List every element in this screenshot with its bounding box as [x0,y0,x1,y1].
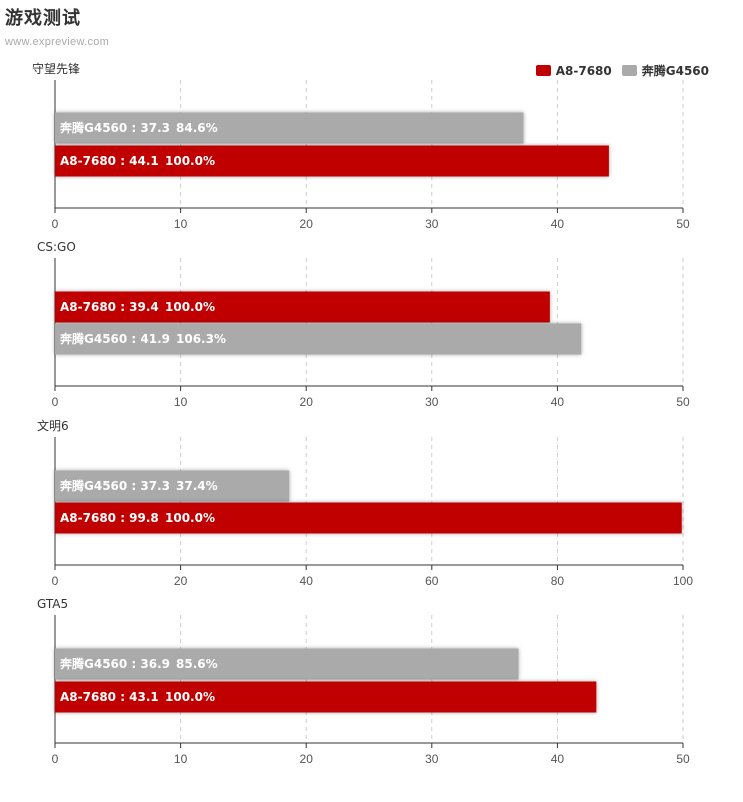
x-tick-label: 30 [425,217,439,231]
legend-label-g4560: 奔腾G4560 [641,64,709,78]
x-tick-label: 20 [300,217,314,231]
chart-title: 守望先锋 [32,62,80,76]
bar-percent-label: 100.0% [165,511,215,525]
bar-label: A8-7680 : 99.8 [60,511,159,525]
chart-title: CS:GO [37,240,76,254]
bar [55,112,524,144]
bar [55,323,582,355]
bar [55,470,290,502]
bar [55,502,682,534]
x-tick-label: 40 [551,395,565,409]
bar-label: 奔腾G4560 : 41.9 [59,331,170,346]
page-title: 游戏测试 [5,8,81,29]
x-tick-label: 40 [551,752,565,766]
bar-label: A8-7680 : 39.4 [60,300,159,314]
x-tick-label: 50 [676,217,690,231]
bar-label: 奔腾G4560 : 37.3 [59,478,170,493]
bar-label: A8-7680 : 44.1 [60,154,159,168]
bar [55,681,597,713]
legend-label-a8: A8-7680 [555,63,612,78]
x-tick-label: 30 [425,752,439,766]
x-tick-label: 0 [52,217,59,231]
x-tick-label: 20 [300,752,314,766]
page-subtitle: www.expreview.com [5,36,110,48]
x-tick-label: 0 [52,752,59,766]
x-tick-label: 40 [551,217,565,231]
x-tick-label: 10 [174,395,188,409]
bar-percent-label: 84.6% [176,121,218,135]
bar [55,145,609,177]
bar-label: A8-7680 : 43.1 [60,690,159,704]
x-tick-label: 0 [52,574,59,588]
bar-label: 奔腾G4560 : 37.3 [59,120,170,135]
x-tick-label: 20 [300,395,314,409]
bar-label: 奔腾G4560 : 36.9 [59,656,170,671]
x-tick-label: 40 [300,574,314,588]
bar-percent-label: 106.3% [176,332,226,346]
legend-swatch-g4560 [621,65,637,76]
bar [55,648,519,680]
bar-percent-label: 100.0% [165,154,215,168]
x-tick-label: 10 [174,752,188,766]
legend-swatch-a8 [535,65,551,76]
bar-percent-label: 37.4% [176,479,218,493]
x-tick-label: 20 [174,574,188,588]
x-tick-label: 50 [676,395,690,409]
x-tick-label: 60 [425,574,439,588]
x-tick-label: 0 [52,395,59,409]
legend-item-a8[interactable]: A8-7680 [535,63,612,78]
chart-title: GTA5 [37,597,68,611]
legend-item-g4560[interactable]: 奔腾G4560 [621,62,709,79]
bar-percent-label: 100.0% [165,300,215,314]
x-tick-label: 10 [174,217,188,231]
bar-percent-label: 100.0% [165,690,215,704]
bar-percent-label: 85.6% [176,657,218,671]
x-tick-label: 50 [676,752,690,766]
legend: A8-7680 奔腾G4560 [526,62,709,79]
x-tick-label: 30 [425,395,439,409]
x-tick-label: 100 [673,574,693,588]
chart-title: 文明6 [37,418,69,433]
chart-header: 游戏测试 www.expreview.com [5,8,109,48]
bar [55,291,550,323]
x-tick-label: 80 [551,574,565,588]
